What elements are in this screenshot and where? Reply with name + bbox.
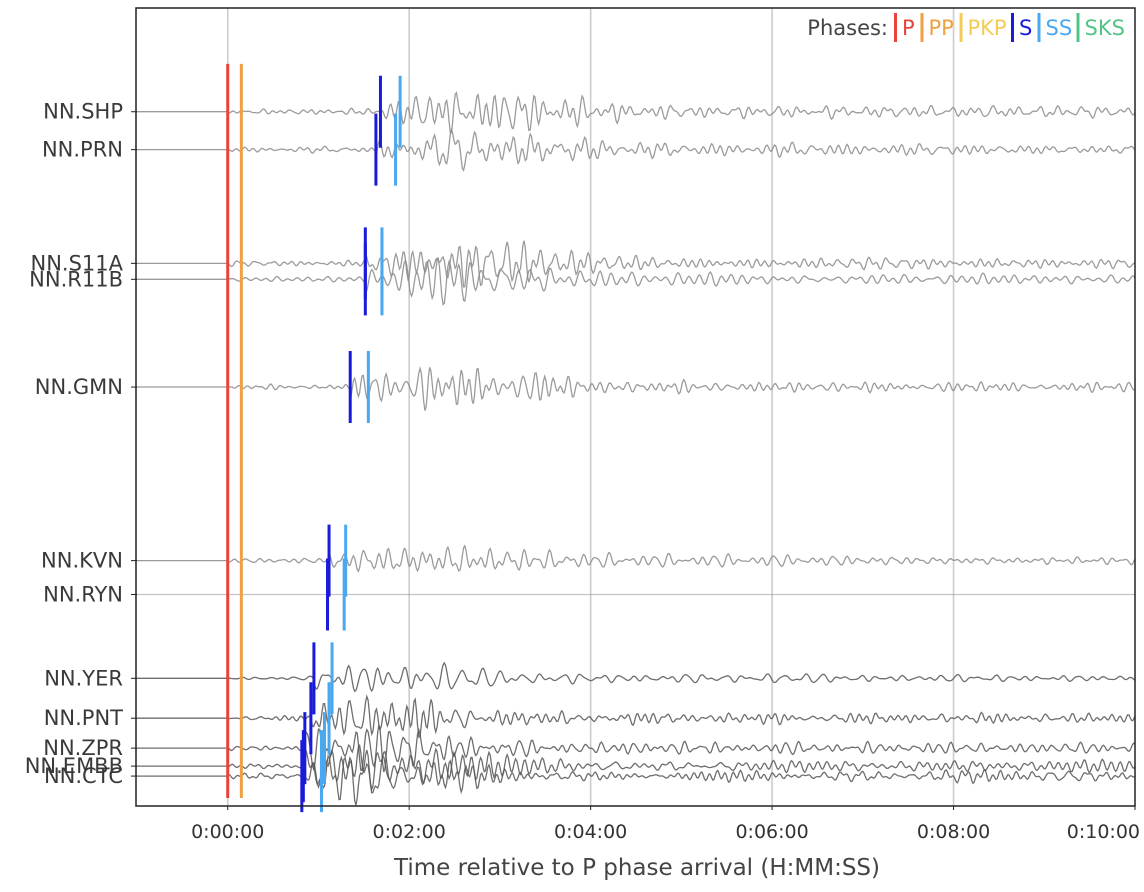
station-label: NN.R11B — [29, 267, 123, 291]
station-label: NN.RYN — [43, 583, 123, 607]
x-tick-label: 0:08:00 — [917, 821, 990, 843]
station-label: NN.EMBB — [25, 754, 123, 778]
legend-entry: P — [902, 16, 915, 40]
trace-nn-prn — [137, 127, 1136, 172]
trace-nn-pnt — [137, 694, 1136, 739]
legend-swatch — [894, 13, 897, 42]
station-label: NN.SHP — [43, 100, 123, 124]
station-label: NN.S11A — [30, 251, 123, 275]
legend-swatch — [1037, 13, 1041, 42]
x-tick-label: 0:06:00 — [735, 821, 808, 843]
plot-frame — [135, 7, 1136, 807]
legend-swatch — [920, 13, 924, 42]
station-label: NN.ZPR — [43, 736, 123, 760]
x-axis-label: Time relative to P phase arrival (H:MM:S… — [393, 855, 880, 881]
x-axis-ticks: 0:00:00 0:02:00 0:04:00 0:06:00 0:08:00 0:10:… — [191, 806, 1140, 843]
station-label: NN.CTC — [44, 764, 123, 788]
phase-markers — [226, 63, 402, 813]
legend-entry: S — [1019, 16, 1032, 40]
station-label: NN.YER — [44, 666, 123, 690]
station-label: NN.PRN — [42, 138, 123, 162]
station-label: NN.GMN — [35, 375, 123, 399]
station-label: NN.KVN — [41, 549, 123, 573]
legend-entry: PKP — [968, 16, 1007, 40]
trace-nn-embb — [137, 743, 1136, 792]
trace-nn-shp — [137, 91, 1136, 134]
waveform-traces — [137, 91, 1136, 806]
station-label: NN.PNT — [44, 706, 123, 730]
legend-swatch — [959, 13, 963, 42]
x-tick-label: 0:10:00 — [1067, 821, 1140, 843]
trace-nn-yer — [137, 661, 1136, 693]
phase-legend: Phases: P PP PKP S SS SKS — [807, 13, 1125, 42]
legend-entry: SKS — [1085, 16, 1125, 40]
legend-swatch — [1011, 13, 1014, 42]
trace-nn-ctc — [137, 749, 1136, 806]
x-tick-label: 0:04:00 — [554, 821, 627, 843]
trace-nn-gmn — [137, 366, 1136, 411]
x-tick-label: 0:02:00 — [373, 821, 446, 843]
trace-nn-kvn — [137, 544, 1136, 573]
x-tick-label: 0:00:00 — [191, 821, 264, 843]
legend-entry: PP — [929, 16, 954, 40]
legend-entry: SS — [1046, 16, 1073, 40]
legend-swatch — [1076, 13, 1080, 42]
trace-nn-r11b — [137, 256, 1136, 306]
trace-nn-s11a — [137, 240, 1136, 288]
gridlines — [226, 8, 955, 806]
legend-title: Phases: — [807, 16, 888, 40]
